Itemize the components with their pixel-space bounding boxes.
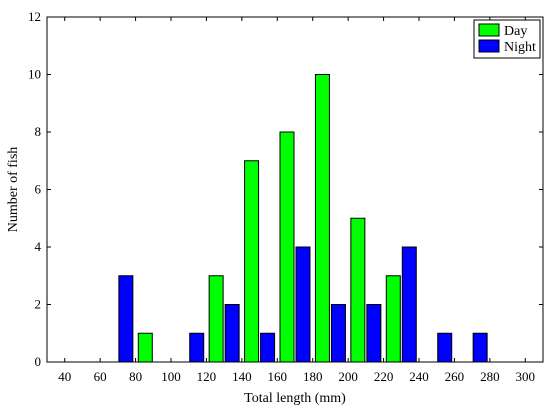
bar-day-210 xyxy=(350,217,366,363)
bar-night-70 xyxy=(118,275,134,363)
bar-night-250 xyxy=(437,332,453,363)
bar-day-130 xyxy=(208,275,224,363)
y-tick-label-8: 8 xyxy=(35,124,42,139)
bar-day-150 xyxy=(244,160,260,363)
bar-day-190 xyxy=(314,74,330,363)
y-axis-title: Number of fish xyxy=(6,147,21,233)
bar-night-170 xyxy=(295,246,311,363)
bar-day-90 xyxy=(137,332,153,363)
bar-night-130 xyxy=(224,304,240,363)
bars-layer xyxy=(118,74,488,363)
bar-night-110 xyxy=(189,332,205,363)
x-tick-label-280: 280 xyxy=(480,369,500,384)
bar-night-270 xyxy=(472,332,488,363)
legend-swatch-day xyxy=(478,23,500,37)
y-tick-label-10: 10 xyxy=(28,67,41,82)
x-tick-label-120: 120 xyxy=(197,369,217,384)
bar-night-190 xyxy=(330,304,346,363)
x-tick-label-200: 200 xyxy=(338,369,358,384)
legend-label-night: Night xyxy=(504,40,536,55)
x-tick-label-60: 60 xyxy=(94,369,107,384)
y-tick-label-4: 4 xyxy=(35,239,42,254)
bar-day-170 xyxy=(279,131,295,363)
x-tick-label-240: 240 xyxy=(409,369,429,384)
x-tick-label-260: 260 xyxy=(445,369,465,384)
bar-night-150 xyxy=(260,332,276,363)
legend: Day Night xyxy=(473,19,541,59)
y-tick-label-2: 2 xyxy=(35,297,42,312)
x-tick-label-300: 300 xyxy=(516,369,536,384)
bar-day-230 xyxy=(385,275,401,363)
x-axis-title: Total length (mm) xyxy=(244,391,346,406)
bar-night-230 xyxy=(401,246,417,363)
x-tick-label-180: 180 xyxy=(303,369,323,384)
x-tick-label-220: 220 xyxy=(374,369,394,384)
y-tick-label-12: 12 xyxy=(28,9,41,24)
bar-night-210 xyxy=(366,304,382,363)
x-tick-label-100: 100 xyxy=(161,369,181,384)
legend-swatch-night xyxy=(478,39,500,53)
ticks-layer: 0 2 4 6 8 10 12 40 60 80 100 120 140 160 180 200 220 240 2… xyxy=(28,9,543,384)
y-tick-label-6: 6 xyxy=(35,182,42,197)
legend-label-day: Day xyxy=(504,24,527,39)
x-tick-label-40: 40 xyxy=(58,369,71,384)
x-tick-label-160: 160 xyxy=(268,369,288,384)
x-tick-label-140: 140 xyxy=(232,369,252,384)
x-tick-label-80: 80 xyxy=(129,369,142,384)
y-tick-label-0: 0 xyxy=(35,354,42,369)
